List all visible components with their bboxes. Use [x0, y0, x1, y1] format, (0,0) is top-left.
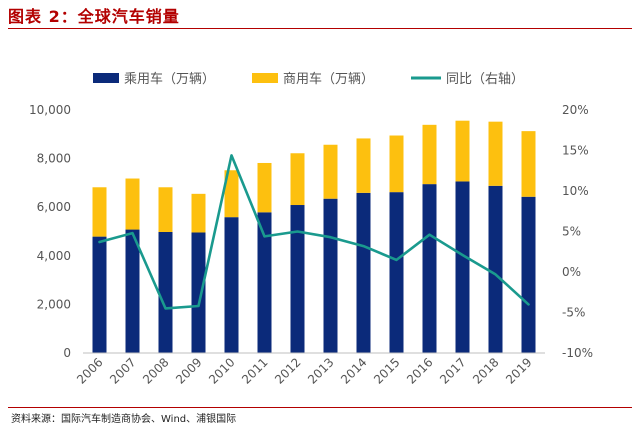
x-tick-label: 2010 — [206, 355, 237, 386]
legend-commercial-label: 商用车（万辆） — [283, 71, 374, 87]
commercial-bar — [356, 138, 371, 193]
left-tick-label: 0 — [63, 346, 71, 360]
right-tick-label: 15% — [562, 144, 589, 158]
right-tick-label: 0% — [562, 265, 581, 279]
commercial-bar — [488, 121, 503, 186]
legend-commercial-swatch — [252, 73, 278, 83]
commercial-bar — [125, 178, 140, 230]
x-tick-label: 2017 — [437, 355, 468, 386]
commercial-bar — [224, 170, 239, 218]
passenger-bar — [224, 217, 239, 353]
source-rule — [8, 407, 632, 408]
passenger-bar — [323, 198, 338, 353]
right-tick-label: -10% — [562, 346, 593, 360]
commercial-bar — [521, 131, 536, 197]
passenger-bar — [92, 236, 107, 353]
commercial-bar — [323, 144, 338, 199]
passenger-bar — [389, 192, 404, 353]
left-axis: 0 2,000 4,000 6,000 8,000 10,000 — [29, 103, 71, 360]
x-tick-label: 2018 — [470, 355, 501, 386]
legend-yoy-label: 同比（右轴） — [446, 72, 524, 87]
legend-passenger-label: 乘用车（万辆） — [124, 71, 215, 87]
commercial-bar — [158, 187, 173, 232]
right-tick-label: 10% — [562, 184, 589, 198]
commercial-bar — [389, 135, 404, 193]
passenger-bar — [521, 196, 536, 353]
commercial-bar — [191, 193, 206, 233]
passenger-bar — [488, 185, 503, 353]
x-tick-label: 2007 — [107, 355, 138, 386]
legend-passenger-swatch — [93, 73, 119, 83]
passenger-bar — [356, 192, 371, 353]
x-tick-label: 2013 — [305, 355, 336, 386]
passenger-bar — [257, 212, 272, 353]
bar-series — [92, 120, 536, 353]
x-tick-label: 2008 — [140, 355, 171, 386]
commercial-bar — [290, 153, 305, 206]
source-note: 资料来源：国际汽车制造商协会、Wind、浦银国际 — [11, 414, 237, 425]
title-rule — [8, 28, 632, 29]
x-tick-label: 2011 — [239, 355, 270, 386]
x-tick-label: 2012 — [272, 355, 303, 386]
yoy-line — [98, 154, 530, 310]
passenger-bar — [290, 205, 305, 353]
x-tick-label: 2006 — [74, 355, 105, 386]
commercial-bar — [422, 124, 437, 185]
right-tick-label: 20% — [562, 103, 589, 117]
chart-legend: 乘用车（万辆） 商用车（万辆） 同比（右轴） — [93, 71, 524, 87]
passenger-bar — [125, 229, 140, 353]
x-tick-label: 2014 — [338, 355, 369, 386]
yoy-line-series — [98, 154, 530, 310]
figure-title: 图表 2：全球汽车销量 — [8, 7, 180, 26]
left-tick-label: 2,000 — [37, 297, 71, 311]
commercial-bar — [92, 187, 107, 237]
commercial-bar — [455, 120, 470, 182]
x-tick-label: 2016 — [404, 355, 435, 386]
passenger-bar — [191, 232, 206, 353]
right-axis: -10% -5% 0% 5% 10% 15% 20% — [562, 103, 593, 360]
x-tick-label: 2015 — [371, 355, 402, 386]
commercial-bar — [257, 162, 272, 213]
passenger-bar — [158, 231, 173, 353]
left-tick-label: 4,000 — [37, 249, 71, 263]
left-tick-label: 6,000 — [37, 200, 71, 214]
passenger-bar — [455, 181, 470, 353]
left-tick-label: 10,000 — [29, 103, 71, 117]
x-tick-label: 2019 — [503, 355, 534, 386]
x-axis: 2006 2007 2008 2009 2010 2011 2012 2013 2014 2015… — [74, 352, 545, 387]
passenger-bar — [422, 184, 437, 353]
left-tick-label: 8,000 — [37, 152, 71, 166]
x-tick-label: 2009 — [173, 355, 204, 386]
right-tick-label: -5% — [562, 306, 585, 320]
right-tick-label: 5% — [562, 225, 581, 239]
